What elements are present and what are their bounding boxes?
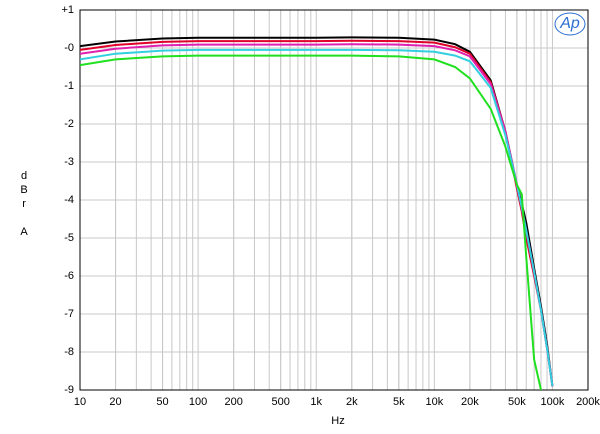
line-series: [80, 54, 542, 390]
x-tick-label: 50k: [508, 396, 526, 408]
x-tick-label: 500: [271, 396, 289, 408]
line-series: [80, 48, 554, 387]
y-tick-label: -8: [64, 346, 74, 358]
x-tick-label: 100: [189, 396, 207, 408]
logo: Ap: [559, 15, 580, 32]
y-tick-label: -4: [64, 194, 74, 206]
x-tick-label: 20: [109, 396, 121, 408]
y-axis-label: dBr A: [18, 170, 30, 240]
y-tick-label: -5: [64, 232, 74, 244]
x-tick-label: 50: [156, 396, 168, 408]
x-tick-label: 5k: [393, 396, 405, 408]
x-tick-label: 200k: [576, 396, 600, 408]
y-tick-label: +1: [61, 4, 74, 16]
y-tick-label: -9: [64, 384, 74, 396]
x-tick-label: 2k: [346, 396, 358, 408]
x-tick-label: 10: [74, 396, 86, 408]
y-tick-label: -1: [64, 80, 74, 92]
x-tick-label: 1k: [310, 396, 322, 408]
x-tick-label: 20k: [461, 396, 479, 408]
x-axis-label: Hz: [331, 415, 344, 427]
logo-ring: [554, 12, 586, 36]
x-tick-label: 10k: [425, 396, 443, 408]
y-tick-label: -2: [64, 118, 74, 130]
grid: [79, 9, 589, 391]
x-tick-label: 200: [224, 396, 242, 408]
plot-frame: [79, 9, 589, 391]
y-tick-label: -6: [64, 270, 74, 282]
x-tick-label: 100k: [541, 396, 565, 408]
y-tick-label: -3: [64, 156, 74, 168]
y-tick-label: -0: [64, 42, 74, 54]
y-tick-label: -7: [64, 308, 74, 320]
